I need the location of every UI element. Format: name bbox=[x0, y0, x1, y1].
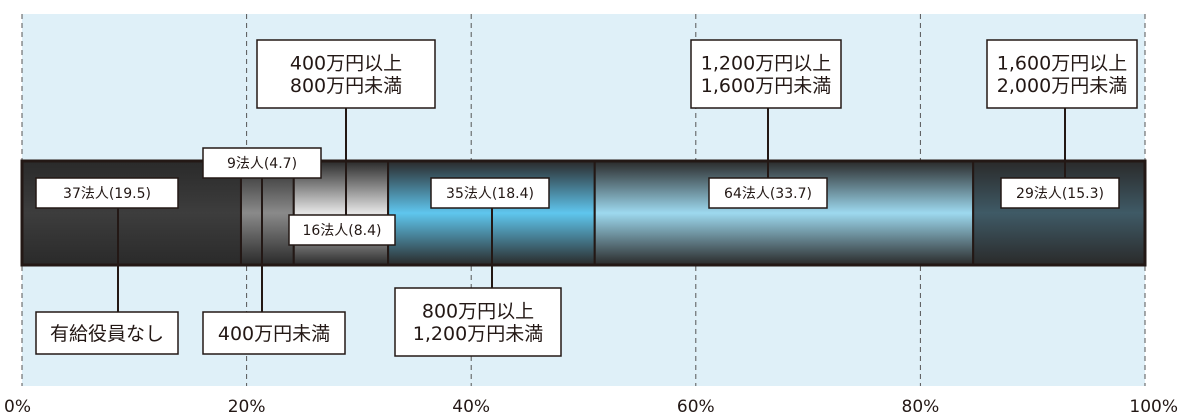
data-label: 37法人(19.5) bbox=[35, 177, 179, 209]
category-label-text: 1,200万円以上 bbox=[701, 52, 831, 74]
category-label-box bbox=[35, 311, 179, 355]
category-label-text: 800万円以上 bbox=[422, 300, 534, 322]
bar-outline bbox=[20, 159, 1147, 267]
category-label-text: 800万円未満 bbox=[290, 75, 402, 97]
category-label-text: 1,600万円未満 bbox=[701, 75, 831, 97]
category-label-box bbox=[986, 39, 1138, 109]
data-label-box bbox=[288, 214, 396, 246]
data-label: 64法人(33.7) bbox=[708, 177, 828, 209]
stacked-bar bbox=[20, 159, 1147, 267]
data-label-text: 35法人(18.4) bbox=[446, 186, 534, 202]
data-label-text: 64法人(33.7) bbox=[724, 186, 812, 202]
data-label: 35法人(18.4) bbox=[430, 177, 550, 209]
category-label-box bbox=[256, 39, 436, 109]
category-label-text: 有給役員なし bbox=[50, 323, 164, 345]
x-axis-ticks: 0% 20% 40% 60% 80% 100% bbox=[4, 397, 1178, 417]
x-tick-label: 0% bbox=[4, 397, 31, 417]
bar-segment bbox=[593, 160, 975, 266]
data-label-box bbox=[430, 177, 550, 209]
x-tick-label: 80% bbox=[902, 397, 940, 417]
x-tick-label: 20% bbox=[228, 397, 266, 417]
data-label-text: 16法人(8.4) bbox=[302, 223, 381, 239]
category-label-text: 400万円未満 bbox=[218, 323, 330, 345]
data-label-box bbox=[202, 147, 322, 179]
labels: 37法人(19.5) 有給役員なし 9法人(4.7) 400万円未満 16法人(8.4)… bbox=[35, 39, 1138, 357]
data-label-box bbox=[1000, 177, 1120, 209]
data-label-box bbox=[35, 177, 179, 209]
data-label-text: 9法人(4.7) bbox=[227, 156, 297, 172]
data-label: 9法人(4.7) bbox=[202, 147, 322, 179]
x-tick-label: 100% bbox=[1129, 397, 1178, 417]
x-tick-label: 40% bbox=[452, 397, 490, 417]
bar-segment bbox=[972, 160, 1147, 266]
category-label-text: 1,200万円未満 bbox=[413, 323, 543, 345]
category-label-box bbox=[690, 39, 842, 109]
category-label-text: 400万円以上 bbox=[290, 52, 402, 74]
data-label: 29法人(15.3) bbox=[1000, 177, 1120, 209]
data-label-box bbox=[708, 177, 828, 209]
data-label-text: 29法人(15.3) bbox=[1016, 186, 1104, 202]
category-label-box bbox=[202, 311, 346, 355]
category-label: 有給役員なし bbox=[35, 311, 179, 355]
category-label: 400万円未満 bbox=[202, 311, 346, 355]
data-label-text: 37法人(19.5) bbox=[63, 186, 151, 202]
category-label-text: 2,000万円未満 bbox=[997, 75, 1127, 97]
category-label-box bbox=[394, 287, 562, 357]
x-tick-label: 60% bbox=[677, 397, 715, 417]
category-label-text: 1,600万円以上 bbox=[997, 52, 1127, 74]
data-label: 16法人(8.4) bbox=[288, 214, 396, 246]
